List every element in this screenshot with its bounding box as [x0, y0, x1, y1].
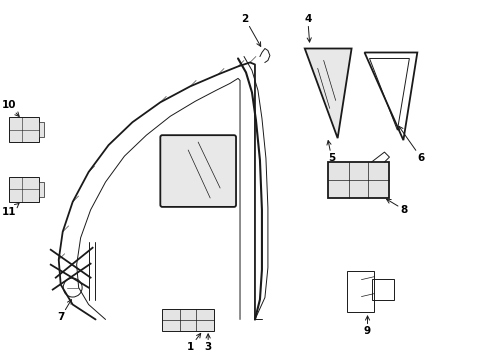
- FancyBboxPatch shape: [160, 135, 236, 207]
- Bar: [9, 177, 39, 202]
- Text: 1: 1: [187, 333, 201, 352]
- Bar: [162, 310, 214, 332]
- Bar: [347, 271, 374, 312]
- Text: 2: 2: [242, 14, 261, 46]
- Bar: [39, 182, 44, 197]
- Text: 11: 11: [1, 203, 19, 217]
- Bar: [9, 117, 39, 142]
- Text: 10: 10: [1, 100, 19, 116]
- Bar: [39, 122, 44, 137]
- Text: 7: 7: [57, 300, 72, 323]
- Text: 5: 5: [327, 141, 335, 163]
- Text: 9: 9: [364, 316, 371, 336]
- Polygon shape: [305, 49, 352, 138]
- Text: 8: 8: [387, 199, 408, 215]
- Text: 3: 3: [204, 334, 212, 352]
- Text: 4: 4: [304, 14, 312, 42]
- Text: 6: 6: [399, 126, 425, 163]
- Bar: [372, 279, 394, 300]
- Bar: [328, 162, 390, 198]
